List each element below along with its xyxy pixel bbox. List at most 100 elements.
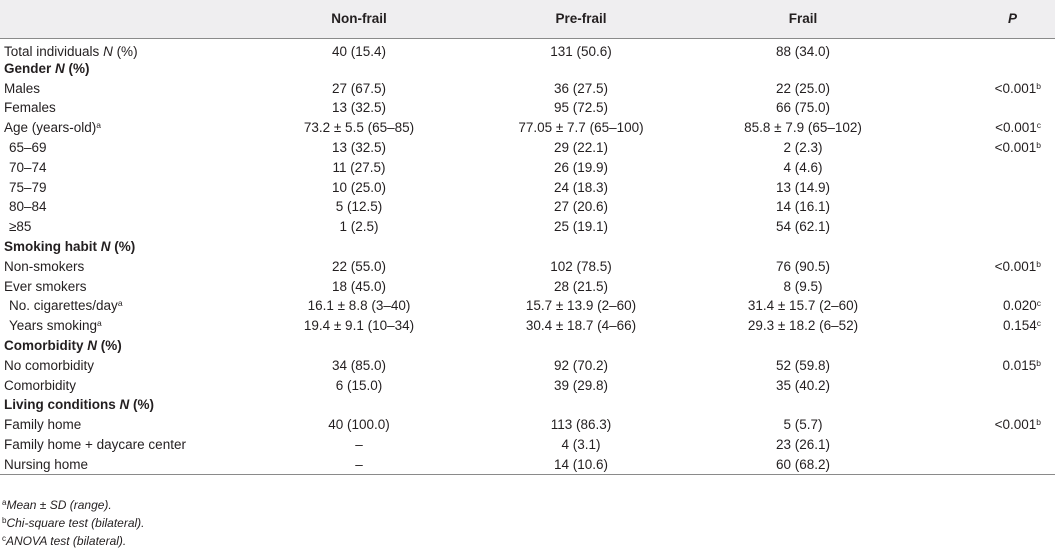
cell-pre-frail: 36 (27.5) [553, 80, 609, 96]
row-label-text: Age (years-old) [4, 120, 97, 136]
header-p-value: P [914, 0, 1055, 39]
frailty-characteristics-table: Non-frail Pre-frail Frail P Total indivi… [0, 0, 1055, 475]
cell-pre-frail: 27 (20.6) [553, 199, 609, 215]
table-row: Total individuals N (%) 40 (15.4) 131 (50.… [0, 38, 1055, 59]
row-label: Family home [0, 415, 248, 435]
p-value-footnote-mark: b [1036, 417, 1041, 428]
cell-frail: 14 (16.1) [775, 199, 831, 215]
cell-frail: 8 (9.5) [783, 278, 823, 294]
section-n-symbol: N [55, 60, 65, 76]
header-label-column [0, 0, 248, 39]
cell-non-frail: 11 (27.5) [332, 159, 386, 175]
cell-non-frail: – [355, 437, 363, 453]
cell-p-value [914, 98, 1055, 118]
row-label: 65–69 [0, 138, 248, 158]
table-row: Males 27 (67.5) 36 (27.5) 22 (25.0) <0.001b [0, 78, 1055, 98]
footnote-mark: c [2, 534, 6, 543]
p-value-text: <0.001 [994, 417, 1037, 433]
row-label-footnote-mark: a [96, 120, 102, 131]
table-row: Nursing home – 14 (10.6) 60 (68.2) [0, 454, 1055, 475]
table-row: Family home 40 (100.0) 113 (86.3) 5 (5.7) <0… [0, 415, 1055, 435]
section-row: Gender N (%) [0, 59, 1055, 79]
cell-non-frail: 19.4 ± 9.1 (10–34) [303, 318, 415, 334]
row-label: Non-smokers [0, 256, 248, 276]
cell-frail: 88 (34.0) [775, 43, 831, 59]
cell-non-frail: 22 (55.0) [331, 258, 387, 274]
section-title: Comorbidity [4, 338, 88, 354]
p-value-footnote-mark: c [1036, 298, 1041, 309]
row-label-text: Years smoking [9, 318, 98, 334]
header-frail: Frail [692, 0, 914, 39]
cell-p-value: 0.020c [914, 296, 1055, 316]
table-header: Non-frail Pre-frail Frail P [0, 0, 1055, 39]
cell-non-frail: 34 (85.0) [331, 357, 387, 373]
table-row: 65–69 13 (32.5) 29 (22.1) 2 (2.3) <0.001b [0, 138, 1055, 158]
row-label-footnote-mark: a [117, 298, 123, 309]
table-row: 75–79 10 (25.0) 24 (18.3) 13 (14.9) [0, 177, 1055, 197]
cell-p-value [914, 177, 1055, 197]
cell-p-value: <0.001b [914, 78, 1055, 98]
table-row: Age (years-old)a 73.2 ± 5.5 (65–85) 77.05 … [0, 118, 1055, 138]
row-label: 75–79 [0, 177, 248, 197]
p-value-footnote-mark: b [1036, 258, 1041, 269]
cell-pre-frail: 25 (19.1) [553, 219, 609, 235]
row-label-text: Non-smokers [4, 258, 85, 274]
table-row: Family home + daycare center – 4 (3.1) 23 (… [0, 435, 1055, 455]
row-label-suffix: (%) [112, 43, 138, 59]
header-row: Non-frail Pre-frail Frail P [0, 0, 1055, 39]
footnote: cANOVA test (bilateral). [2, 532, 145, 550]
cell-non-frail: 13 (32.5) [331, 100, 387, 116]
footnote-mark: b [2, 516, 7, 525]
cell-p-value: <0.001c [914, 118, 1055, 138]
cell-frail: 4 (4.6) [783, 159, 823, 175]
cell-pre-frail: 26 (19.9) [553, 159, 609, 175]
row-label: No. cigarettes/daya [0, 296, 248, 316]
section-title: Smoking habit [4, 239, 101, 255]
section-suffix: (%) [110, 239, 136, 255]
table-row: 70–74 11 (27.5) 26 (19.9) 4 (4.6) [0, 157, 1055, 177]
row-label: 80–84 [0, 197, 248, 217]
cell-pre-frail: 113 (86.3) [550, 417, 612, 433]
cell-frail: 2 (2.3) [783, 140, 823, 156]
p-value-text: <0.001 [994, 140, 1037, 156]
section-suffix: (%) [64, 60, 90, 76]
table-body: Total individuals N (%) 40 (15.4) 131 (50.… [0, 38, 1055, 475]
cell-frail: 35 (40.2) [775, 377, 831, 393]
row-label-text: Ever smokers [4, 278, 87, 294]
header-pre-frail: Pre-frail [470, 0, 692, 39]
cell-frail: 22 (25.0) [775, 80, 831, 96]
cell-frail: 29.3 ± 18.2 (6–52) [747, 318, 859, 334]
table-row: 80–84 5 (12.5) 27 (20.6) 14 (16.1) [0, 197, 1055, 217]
row-label: Males [0, 78, 248, 98]
cell-frail: 60 (68.2) [775, 456, 831, 472]
cell-non-frail: 10 (25.0) [331, 179, 387, 195]
cell-p-value [914, 435, 1055, 455]
row-label-text: ≥85 [9, 219, 32, 235]
cell-pre-frail: 24 (18.3) [553, 179, 609, 195]
section-row: Comorbidity N (%) [0, 336, 1055, 356]
footnote-text: ANOVA test (bilateral). [6, 534, 127, 548]
table-row: No. cigarettes/daya 16.1 ± 8.8 (3–40) 15.7… [0, 296, 1055, 316]
row-label-footnote-mark: a [97, 318, 102, 329]
cell-frail: 23 (26.1) [775, 437, 831, 453]
cell-p-value: 0.154c [914, 316, 1055, 336]
cell-pre-frail: 95 (72.5) [553, 100, 609, 116]
row-label-text: Males [4, 80, 41, 96]
cell-p-value [914, 276, 1055, 296]
footnote-text: Mean ± SD (range). [6, 498, 112, 512]
row-label: Ever smokers [0, 276, 248, 296]
frailty-table-container: Non-frail Pre-frail Frail P Total indivi… [0, 0, 1055, 475]
section-suffix: (%) [129, 397, 154, 413]
cell-non-frail: 13 (32.5) [331, 140, 387, 156]
section-heading: Smoking habit N (%) [0, 237, 1055, 257]
row-label: ≥85 [0, 217, 248, 237]
p-value-footnote-mark: b [1036, 357, 1041, 368]
section-title: Gender [4, 60, 56, 76]
row-label-text: No comorbidity [4, 357, 95, 373]
p-value-text: 0.154 [1002, 318, 1037, 334]
cell-frail: 5 (5.7) [783, 417, 823, 433]
row-label: Family home + daycare center [0, 435, 248, 455]
cell-frail: 76 (90.5) [775, 258, 831, 274]
cell-pre-frail: 4 (3.1) [561, 437, 601, 453]
row-label-text: 70–74 [9, 159, 47, 175]
